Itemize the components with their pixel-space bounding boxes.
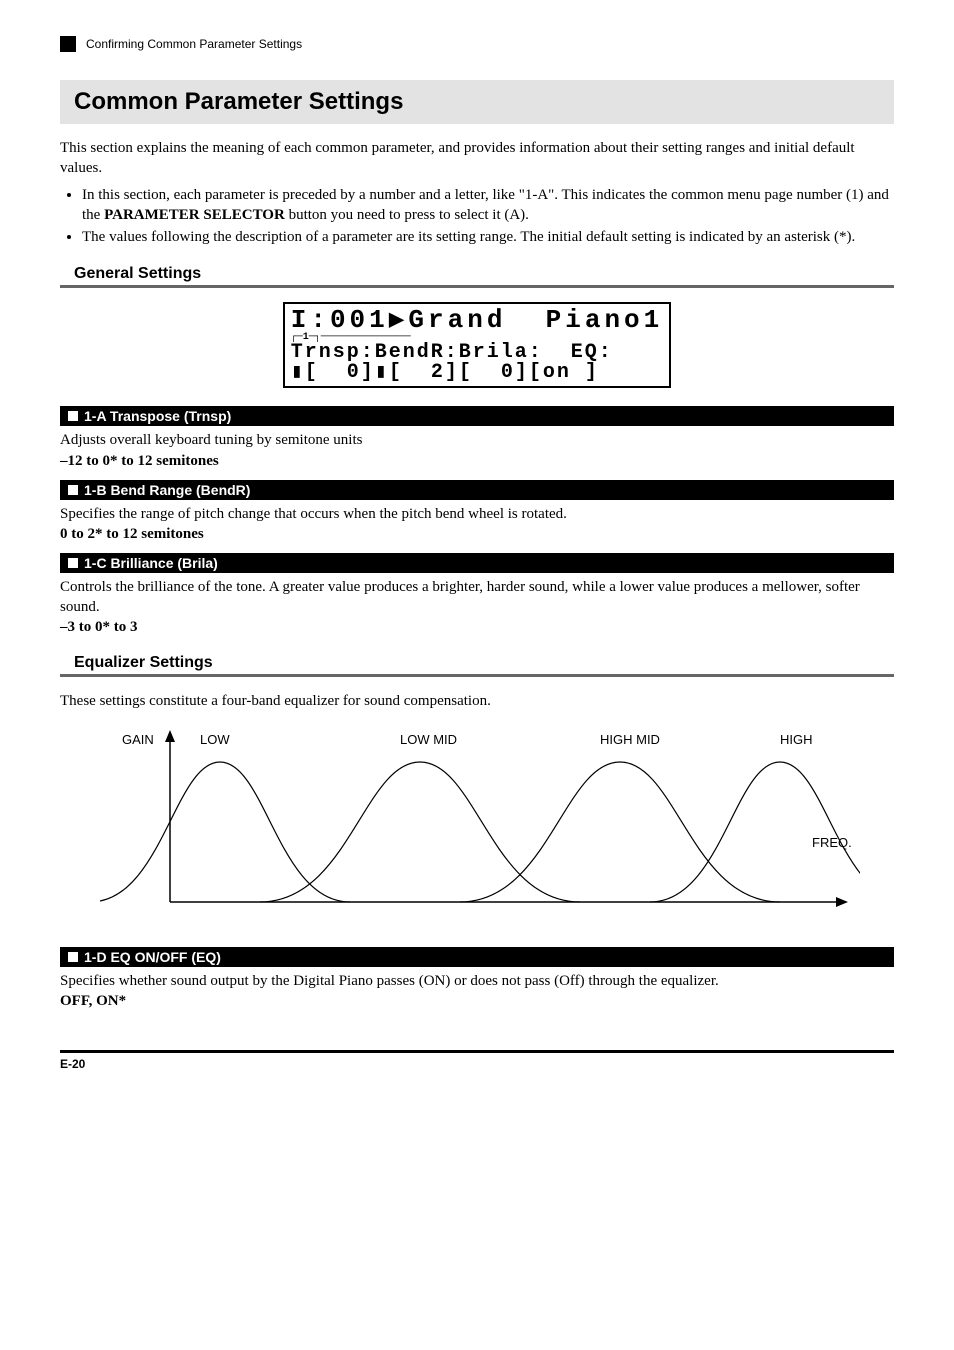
svg-text:LOW: LOW: [200, 732, 230, 747]
svg-text:FREQ.: FREQ.: [812, 835, 852, 850]
page-number: E-20: [60, 1057, 85, 1071]
divider-line: [60, 285, 894, 288]
lcd-line-1: I:001▶Grand Piano1: [291, 307, 664, 333]
svg-text:GAIN: GAIN: [122, 732, 154, 747]
intro-bullet: In this section, each parameter is prece…: [82, 185, 894, 226]
svg-text:HIGH MID: HIGH MID: [600, 732, 660, 747]
params-container: 1-A Transpose (Trnsp) Adjusts overall key…: [60, 406, 894, 636]
eq-svg: GAIN FREQ. LOW LOW MID HIGH MID HIGH: [100, 722, 860, 922]
square-icon: [68, 411, 78, 421]
svg-text:LOW MID: LOW MID: [400, 732, 457, 747]
param-title: 1-A Transpose (Trnsp): [84, 408, 231, 424]
param-range: –3 to 0* to 3: [60, 619, 894, 636]
general-settings-heading: General Settings: [74, 265, 894, 283]
param-title: 1-C Brilliance (Brila): [84, 555, 218, 571]
divider-line-eq: [60, 674, 894, 677]
eq-diagram: GAIN FREQ. LOW LOW MID HIGH MID HIGH: [100, 722, 854, 927]
equalizer-heading: Equalizer Settings: [74, 654, 894, 672]
main-heading: Common Parameter Settings: [60, 80, 894, 124]
lcd-line-3: Trnsp:BendR:Brila: EQ:: [291, 343, 664, 363]
param-desc-eq: Specifies whether sound output by the Di…: [60, 971, 894, 991]
param-title: 1-B Bend Range (BendR): [84, 482, 250, 498]
page-container: Confirming Common Parameter Settings Com…: [0, 0, 954, 1111]
running-header: Confirming Common Parameter Settings: [60, 36, 894, 52]
param-title-eq: 1-D EQ ON/OFF (EQ): [84, 949, 221, 965]
intro-text: This section explains the meaning of eac…: [60, 138, 894, 179]
param-bar: 1-A Transpose (Trnsp): [60, 406, 894, 426]
param-desc: Adjusts overall keyboard tuning by semit…: [60, 430, 894, 450]
param-range: 0 to 2* to 12 semitones: [60, 526, 894, 543]
param-bar-eq: 1-D EQ ON/OFF (EQ): [60, 947, 894, 967]
param-desc: Controls the brilliance of the tone. A g…: [60, 577, 894, 618]
param-bar: 1-B Bend Range (BendR): [60, 480, 894, 500]
param-range-eq: OFF, ON*: [60, 993, 894, 1010]
intro-bullet-list: In this section, each parameter is prece…: [60, 185, 894, 248]
svg-text:HIGH: HIGH: [780, 732, 813, 747]
square-icon: [68, 952, 78, 962]
square-icon: [68, 558, 78, 568]
param-desc: Specifies the range of pitch change that…: [60, 504, 894, 524]
param-bar: 1-C Brilliance (Brila): [60, 553, 894, 573]
square-icon: [68, 485, 78, 495]
equalizer-intro: These settings constitute a four-band eq…: [60, 691, 894, 711]
lcd-container: I:001▶Grand Piano1 ┌─1─┐─────────────── …: [60, 302, 894, 388]
lcd-line-4: ▮[ 0]▮[ 2][ 0][on ]: [291, 363, 664, 383]
header-marker-box: [60, 36, 76, 52]
lcd-display: I:001▶Grand Piano1 ┌─1─┐─────────────── …: [283, 302, 672, 388]
footer: E-20: [60, 1050, 894, 1071]
intro-bullet: The values following the description of …: [82, 227, 894, 247]
running-header-text: Confirming Common Parameter Settings: [86, 37, 302, 51]
param-range: –12 to 0* to 12 semitones: [60, 453, 894, 470]
